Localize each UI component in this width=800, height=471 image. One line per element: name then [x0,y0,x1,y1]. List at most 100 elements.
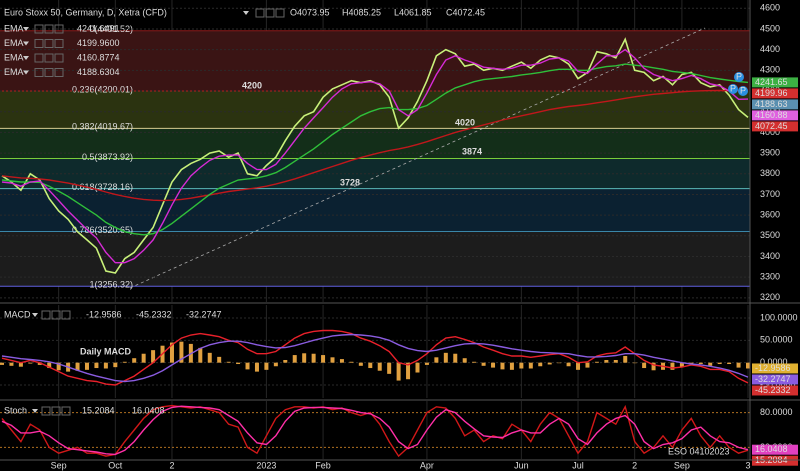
histogram-bar [302,353,307,363]
value-tag-label: 4072.45 [755,121,788,131]
value-tag [752,363,798,374]
histogram-bar [670,362,675,370]
histogram-bar [358,362,363,366]
ohlc-value: H4085.25 [342,7,381,17]
icon [41,310,51,320]
icon [34,24,44,34]
x-tick-label: 2023 [256,460,276,470]
event-icon-letter: P [740,85,746,95]
dropdown-icon [23,41,29,46]
value-tag [752,88,798,99]
histogram-bar [387,362,392,374]
fib-label: 0.786(3520.65) [72,225,133,235]
icon [34,39,44,48]
y-tick-label: 4500 [760,23,780,33]
panel-value: -32.2747 [186,309,222,319]
value-tag-label: -12.9586 [755,363,791,373]
y-tick-label: 3200 [760,292,780,302]
value-tag-label: -45.2332 [755,385,791,395]
y-tick-label: 3400 [760,251,780,261]
y-tick-label: 3300 [760,272,780,282]
fib-label: 1(3256.32) [89,280,133,290]
icon [44,39,54,48]
ema-name: EMA [4,38,24,48]
value-tag [752,99,798,110]
histogram-bar [84,362,89,370]
y-tick-label: 3900 [760,147,780,157]
histogram-bar [283,359,288,363]
histogram-bar [698,362,703,365]
panel-value: 15.2084 [82,405,115,415]
histogram-bar [727,362,732,365]
series-line [1,405,749,456]
series-line [1,89,749,202]
histogram-bar [207,352,212,363]
x-tick-label: Sep [674,460,690,470]
value-tag-label: 16.0408 [755,444,788,454]
icon [51,310,61,320]
panel-title: MACD [4,309,31,319]
ohlc-value: L4061.85 [394,7,432,17]
histogram-bar [396,362,401,381]
icon [255,8,265,18]
panel-title: Stoch [4,405,27,415]
value-tag-label: 4199.96 [755,88,788,98]
series-line [1,333,749,383]
x-tick-label: Jul [572,460,584,470]
histogram-bar [141,353,146,363]
value-tag-label: -32.2747 [755,374,791,384]
icon [44,24,54,34]
y-tick-label: 3600 [760,209,780,219]
histogram-bar [349,361,354,363]
histogram-bar [528,362,533,369]
value-tag-label: 4188.63 [755,99,788,109]
series-line [1,63,749,236]
icon [61,406,71,416]
icon [54,53,64,63]
histogram-bar [9,362,14,366]
histogram-bar [509,362,514,370]
histogram-bar [103,362,108,369]
ohlc-value: C4072.45 [446,7,485,17]
footer-text: ESO 04102023 [668,446,730,456]
y-tick-label: 80.0000 [760,407,793,417]
histogram-bar [47,362,52,369]
x-tick-label: Sep [51,460,67,470]
x-tick-label: Oct [108,460,123,470]
fib-label: 0.382(4019.67) [72,122,133,132]
ema-value: 4160.8774 [77,52,120,62]
x-tick-label: 2 [632,460,637,470]
annotation: 4200 [242,80,262,90]
y-tick-label: 3700 [760,189,780,199]
event-icon [734,72,744,82]
icon [265,8,275,18]
value-tag [752,374,798,385]
histogram-bar [94,362,99,369]
histogram-bar [519,362,524,369]
fib-label: 0.618(3728.16) [72,182,133,192]
value-tag [752,455,798,466]
histogram-bar [339,359,344,363]
fib-label: 0(4491.52) [89,24,133,34]
icon [54,39,64,48]
histogram-bar [122,361,127,363]
y-tick-label: 4400 [760,44,780,54]
histogram-bar [169,342,174,363]
x-tick-label: 3 [745,460,750,470]
annotation: Daily MACD [80,346,132,356]
histogram-bar [28,362,33,364]
histogram-bar [651,362,656,371]
panel-value: -12.9586 [86,309,122,319]
icon [44,68,54,77]
icon [34,53,44,63]
histogram-bar [538,362,543,367]
histogram-bar [179,341,184,363]
y-tick-label: 3800 [760,168,780,178]
y-tick-label: 0.0000 [760,357,788,367]
event-icon [728,84,738,94]
series-line [1,329,749,386]
histogram-bar [642,362,647,369]
histogram-bar [198,347,203,363]
histogram-bar [736,362,741,368]
